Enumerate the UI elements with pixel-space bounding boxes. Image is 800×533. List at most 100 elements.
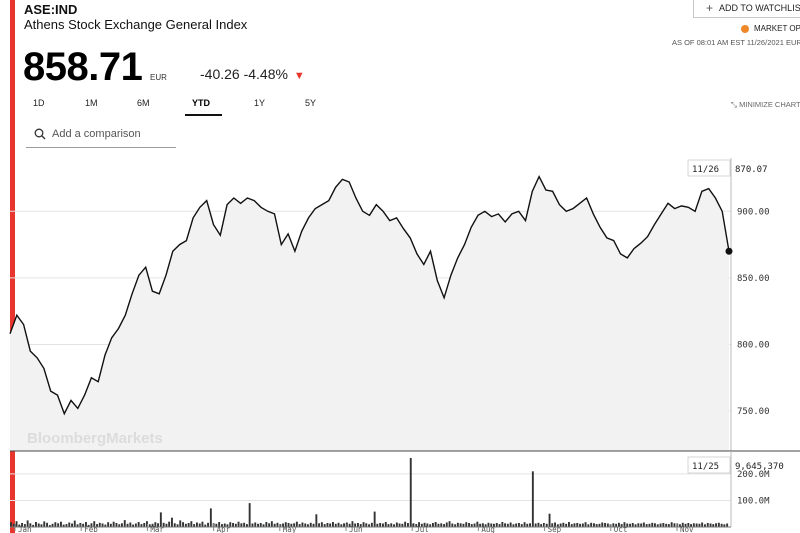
- tab-1m[interactable]: 1M: [85, 98, 98, 108]
- volume-bar: [562, 522, 565, 527]
- volume-bar: [398, 523, 401, 527]
- volume-bar: [576, 523, 579, 527]
- volume-bar: [662, 523, 665, 527]
- volume-bar: [265, 522, 268, 527]
- volume-bar: [387, 524, 390, 527]
- volume-bar: [29, 523, 32, 527]
- volume-bar: [420, 523, 423, 527]
- month-label: Jul: [415, 525, 429, 533]
- volume-bar: [40, 524, 43, 527]
- add-to-watchlist-button[interactable]: + ADD TO WATCHLIST: [693, 0, 800, 18]
- volume-bar: [309, 522, 312, 527]
- volume-bar: [490, 523, 493, 527]
- price-tick-label: 800.00: [737, 340, 770, 350]
- change-percent: -4.48%: [243, 66, 288, 82]
- volume-date-box: [687, 456, 731, 474]
- volume-bar: [368, 524, 370, 527]
- volume-bar: [173, 523, 176, 527]
- month-label: Sep: [548, 525, 562, 533]
- volume-bar: [498, 524, 501, 527]
- volume-grid: 100.0M 200.0M: [10, 470, 770, 506]
- tab-6m[interactable]: 6M: [137, 98, 150, 108]
- volume-bar: [226, 524, 229, 527]
- volume-bar: [432, 523, 434, 527]
- volume-bar: [395, 522, 398, 527]
- volume-bar: [85, 522, 87, 527]
- price-tick-label: 900.00: [737, 207, 770, 217]
- tab-1y[interactable]: 1Y: [254, 98, 266, 108]
- volume-bar: [48, 525, 51, 527]
- volume-bar: [556, 524, 559, 527]
- tab-ytd[interactable]: YTD: [192, 98, 210, 108]
- volume-bar: [171, 517, 173, 527]
- volume-bar: [307, 524, 309, 527]
- minimize-chart-button[interactable]: ⤡ MINIMIZE CHART: [731, 100, 800, 110]
- volume-bar: [584, 522, 587, 527]
- minimize-label: MINIMIZE CHART: [739, 100, 800, 109]
- volume-bar: [115, 523, 118, 527]
- volume-bar: [609, 524, 612, 527]
- volume-bar: [329, 523, 332, 527]
- volume-bar: [148, 524, 151, 527]
- volume-bar: [493, 523, 495, 527]
- volume-bar: [429, 524, 432, 527]
- comparison-input[interactable]: [52, 127, 172, 140]
- market-status-label: MARKET OPEN: [754, 24, 800, 33]
- volume-bar: [587, 524, 590, 527]
- volume-bar: [345, 522, 348, 527]
- volume-bar: [642, 522, 645, 527]
- volume-bar: [509, 522, 512, 527]
- volume-bar: [21, 523, 23, 527]
- search-icon: [34, 128, 46, 139]
- last-price-marker: 11/26 870.07: [687, 159, 768, 177]
- volume-bar: [229, 522, 232, 527]
- current-price: 858.71: [23, 45, 143, 89]
- month-label: Jan: [18, 525, 32, 533]
- volume-bar: [715, 523, 717, 527]
- volume-bar: [606, 523, 609, 527]
- volume-bar: [409, 458, 412, 527]
- ticker-symbol: ASE:IND: [24, 2, 78, 17]
- comparison-search: [26, 120, 176, 148]
- month-label: Nov: [680, 525, 694, 533]
- volume-bar: [23, 524, 26, 527]
- volume-bar: [215, 523, 218, 527]
- tab-5y[interactable]: 5Y: [305, 98, 317, 108]
- volume-bar: [723, 524, 726, 527]
- volume-bar: [681, 522, 684, 527]
- volume-bar: [187, 523, 190, 527]
- volume-bar: [659, 523, 662, 527]
- volume-bar: [290, 523, 293, 527]
- volume-bar: [423, 522, 426, 527]
- volume-bar: [434, 522, 437, 527]
- last-price-dot: [725, 247, 733, 255]
- volume-bar: [68, 522, 71, 527]
- volume-bar: [665, 523, 668, 527]
- volume-bar: [440, 523, 443, 527]
- tab-1d[interactable]: 1D: [33, 98, 45, 108]
- volume-bar: [176, 524, 179, 527]
- volume-bar: [401, 523, 404, 527]
- volume-bar: [287, 523, 290, 527]
- volume-bar: [109, 523, 112, 527]
- volume-bar: [218, 522, 221, 527]
- volume-bar: [626, 523, 629, 527]
- volume-bar: [670, 522, 673, 527]
- month-axis: Jan Feb Mar Apr May Jun Jul Aug Sep Oct Nov: [14, 524, 694, 533]
- volume-bar: [234, 523, 237, 527]
- volume-bar: [304, 523, 307, 527]
- volume-bar: [651, 522, 654, 527]
- volume-bar: [209, 508, 212, 527]
- volume-bar: [51, 523, 54, 527]
- volume-bar: [157, 523, 159, 527]
- price-line: [9, 174, 730, 416]
- volume-bar: [418, 522, 420, 527]
- volume-bar: [476, 521, 479, 527]
- down-arrow-icon: ▼: [293, 70, 305, 82]
- volume-bar: [71, 523, 73, 527]
- volume-bar: [604, 523, 606, 527]
- price-tick-label: 850.00: [737, 274, 770, 284]
- volume-bar: [126, 523, 129, 527]
- volume-bar: [223, 523, 226, 527]
- volume-bar: [437, 523, 440, 527]
